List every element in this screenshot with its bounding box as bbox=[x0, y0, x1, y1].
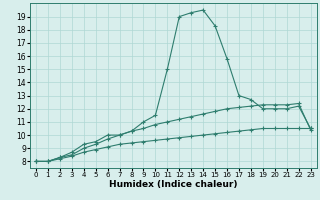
X-axis label: Humidex (Indice chaleur): Humidex (Indice chaleur) bbox=[109, 180, 237, 189]
